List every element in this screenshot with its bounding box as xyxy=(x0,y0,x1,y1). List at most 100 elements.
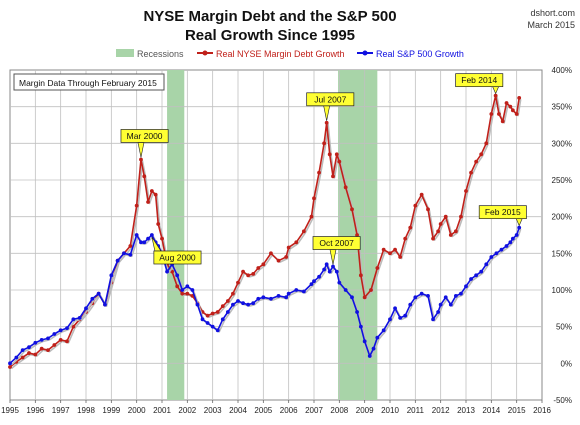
callout-2-label: Jul 2007 xyxy=(314,94,346,104)
series-sp500-point-76 xyxy=(408,302,413,307)
series-sp500-point-20 xyxy=(134,233,139,237)
series-sp500-point-73 xyxy=(393,306,397,311)
series-margin-point-58 xyxy=(324,120,329,125)
series-sp500-point-88 xyxy=(469,277,473,281)
callout-1: Aug 2000 xyxy=(151,236,202,265)
series-sp500-point-89 xyxy=(474,273,479,278)
series-sp500-point-24 xyxy=(149,233,154,237)
series-sp500-point-36 xyxy=(205,321,210,325)
y-tick-label-2: 50% xyxy=(556,323,572,332)
y-tick-label-6: 250% xyxy=(552,176,572,185)
series-sp500-point-48 xyxy=(269,296,273,301)
x-tick-label-2000: 2000 xyxy=(128,406,146,415)
x-tick-label-1999: 1999 xyxy=(102,406,120,415)
x-tick-label-2004: 2004 xyxy=(229,406,247,415)
series-sp500-point-30 xyxy=(175,273,180,278)
legend-sp500-marker xyxy=(362,50,368,56)
series-sp500-point-91 xyxy=(484,262,489,267)
series-margin-point-66 xyxy=(358,273,363,278)
legend-sp500-label: Real S&P 500 Growth xyxy=(376,49,464,59)
series-margin-point-57 xyxy=(322,141,327,146)
callout-5-box xyxy=(478,205,527,220)
series-margin-point-92 xyxy=(493,93,498,98)
x-axis: 1995 1996 1997 1998 1999 2000 2001 2002 2003 2004… xyxy=(1,400,551,415)
legend-recession-label: Recessions xyxy=(137,49,184,59)
series-sp500-point-35 xyxy=(200,317,205,322)
series-sp500-point-92 xyxy=(489,255,494,259)
series-margin-point-42 xyxy=(236,280,240,285)
series-margin-point-54 xyxy=(309,214,314,219)
series-sp500-point-15 xyxy=(103,302,107,307)
x-tick-label-2005: 2005 xyxy=(254,406,272,415)
series-sp500-point-74 xyxy=(398,315,403,320)
series-sp500-point-53 xyxy=(301,289,306,294)
series-sp500-point-32 xyxy=(185,284,190,289)
series-margin-point-95 xyxy=(504,101,509,105)
series-sp500-point-78 xyxy=(419,291,424,296)
series-sp500-point-60 xyxy=(331,264,335,269)
series-margin-point-0 xyxy=(8,365,12,369)
x-tick-label-1996: 1996 xyxy=(26,406,44,415)
series-sp500-point-42 xyxy=(236,299,240,303)
series-margin-point-84 xyxy=(453,229,458,234)
x-tick-label-2002: 2002 xyxy=(178,406,196,415)
series-margin-point-79 xyxy=(431,236,435,241)
series-margin-point-38 xyxy=(215,310,220,314)
series-margin-point-69 xyxy=(375,266,380,270)
series-margin-point-23 xyxy=(146,200,150,204)
series-sp500-point-6 xyxy=(46,336,50,341)
callout-0: Mar 2000 xyxy=(120,129,169,158)
series-sp500-point-63 xyxy=(343,288,348,292)
series-margin-point-39 xyxy=(220,304,225,309)
series-sp500-point-40 xyxy=(225,310,230,314)
series-sp500-point-47 xyxy=(261,295,266,300)
series-sp500-point-96 xyxy=(508,240,513,245)
annotations: Mar 2000 Aug 2000 Jul 2007 Oct 2007 Feb 2014… xyxy=(120,73,527,265)
y-tick-label-0: -50% xyxy=(553,396,572,405)
series-margin-point-67 xyxy=(362,295,367,300)
x-tick-label-2012: 2012 xyxy=(432,406,450,415)
source-label: dshort.com xyxy=(530,8,575,18)
series-margin-point-60 xyxy=(331,174,335,179)
series-margin-point-85 xyxy=(459,214,463,219)
series-sp500-point-97 xyxy=(510,236,515,241)
series-sp500-point-99 xyxy=(517,225,522,230)
x-tick-label-2016: 2016 xyxy=(533,406,551,415)
series-margin-point-59 xyxy=(327,152,332,157)
series-sp500-point-77 xyxy=(413,295,418,300)
series-sp500-point-13 xyxy=(90,296,95,301)
plot-area xyxy=(9,69,543,401)
series-margin-point-10 xyxy=(71,324,76,329)
series-margin-point-72 xyxy=(393,247,397,252)
series-margin-point-91 xyxy=(489,112,494,116)
series-sp500-point-61 xyxy=(334,269,339,274)
callout-1-label: Aug 2000 xyxy=(159,253,196,263)
series-sp500 xyxy=(8,225,522,366)
series-sp500-point-95 xyxy=(504,244,509,248)
series-sp500-point-37 xyxy=(210,324,215,329)
series-margin-point-90 xyxy=(484,141,489,146)
legend-margin-marker xyxy=(202,50,208,56)
series-sp500-point-94 xyxy=(499,247,504,252)
series-sp500-point-72 xyxy=(388,317,392,322)
series-margin-point-25 xyxy=(153,192,158,197)
callout-0-label: Mar 2000 xyxy=(127,131,163,141)
x-tick-label-1997: 1997 xyxy=(52,406,70,415)
series-sp500-point-41 xyxy=(231,302,235,307)
series-sp500-shadow xyxy=(10,228,522,366)
series-sp500-point-80 xyxy=(431,317,435,322)
x-tick-label-2013: 2013 xyxy=(457,406,475,415)
series-sp500-point-4 xyxy=(33,340,38,345)
series-margin-point-77 xyxy=(419,192,424,197)
note-box: Margin Data Through February 2015 xyxy=(13,73,165,91)
series-margin-shadow xyxy=(10,96,522,370)
series-sp500-point-56 xyxy=(317,274,321,279)
series-margin-point-9 xyxy=(65,339,69,344)
series-sp500-point-17 xyxy=(115,258,120,263)
series-sp500-line xyxy=(9,227,520,364)
series-margin-point-43 xyxy=(241,269,245,274)
x-tick-label-2003: 2003 xyxy=(204,406,222,415)
x-tick-label-2001: 2001 xyxy=(153,406,171,415)
series-sp500-point-8 xyxy=(58,328,63,333)
recession-band-0 xyxy=(167,70,185,400)
